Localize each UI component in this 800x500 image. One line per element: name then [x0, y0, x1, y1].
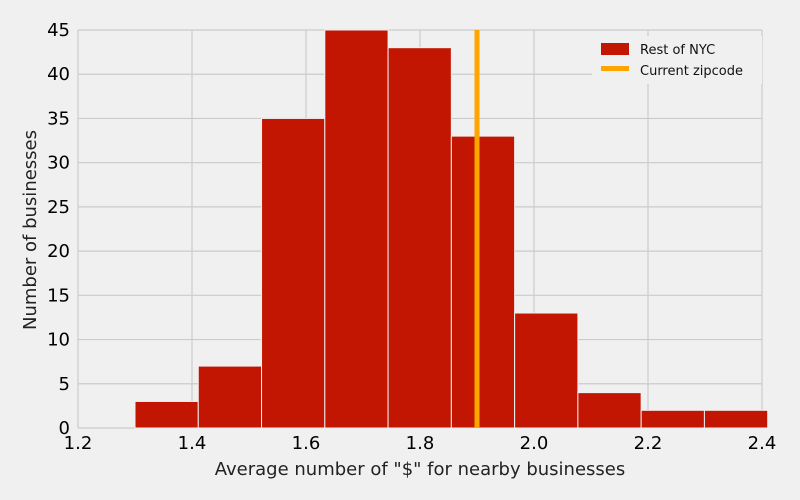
legend-swatch-rest-of-nyc [601, 43, 629, 55]
histogram-bar [640, 409, 705, 429]
histogram-bar [134, 400, 199, 429]
y-tick-label: 0 [59, 418, 70, 439]
x-tick-label: 1.2 [64, 433, 93, 454]
histogram-bar [450, 135, 516, 429]
x-axis-label: Average number of "$" for nearby busines… [215, 459, 626, 480]
x-tick-label: 1.6 [292, 433, 321, 454]
x-tick-label: 1.8 [406, 433, 435, 454]
y-tick-label: 5 [59, 374, 70, 395]
y-tick-label: 35 [47, 108, 70, 129]
legend-swatch-current-zipcode [601, 66, 629, 71]
x-tick-label: 2.0 [520, 433, 549, 454]
y-tick-label: 20 [47, 241, 70, 262]
histogram-bar [387, 47, 452, 429]
histogram-bar [703, 409, 769, 429]
x-tick-label: 1.4 [178, 433, 207, 454]
histogram-bar [514, 312, 579, 429]
y-tick-label: 15 [47, 285, 70, 306]
histogram-bar [324, 29, 389, 429]
x-tick-label: 2.4 [748, 433, 777, 454]
y-axis-ticks: 0 5 10 15 20 25 30 35 40 45 [47, 20, 70, 439]
y-tick-label: 25 [47, 197, 70, 218]
x-tick-label: 2.2 [634, 433, 663, 454]
y-axis-label: Number of businesses [20, 130, 41, 330]
legend: Rest of NYC Current zipcode [592, 36, 762, 84]
legend-label-current-zipcode: Current zipcode [640, 64, 743, 79]
x-axis-ticks: 1.2 1.4 1.6 1.8 2.0 2.2 2.4 [64, 433, 777, 454]
histogram-bar [577, 392, 642, 429]
histogram-bars [134, 29, 769, 429]
legend-label-rest-of-nyc: Rest of NYC [640, 43, 715, 58]
y-tick-label: 30 [47, 153, 70, 174]
y-tick-label: 45 [47, 20, 70, 41]
histogram-bar [261, 117, 326, 429]
y-tick-label: 10 [47, 330, 70, 351]
histogram-bar [197, 365, 263, 429]
y-tick-label: 40 [47, 64, 70, 85]
